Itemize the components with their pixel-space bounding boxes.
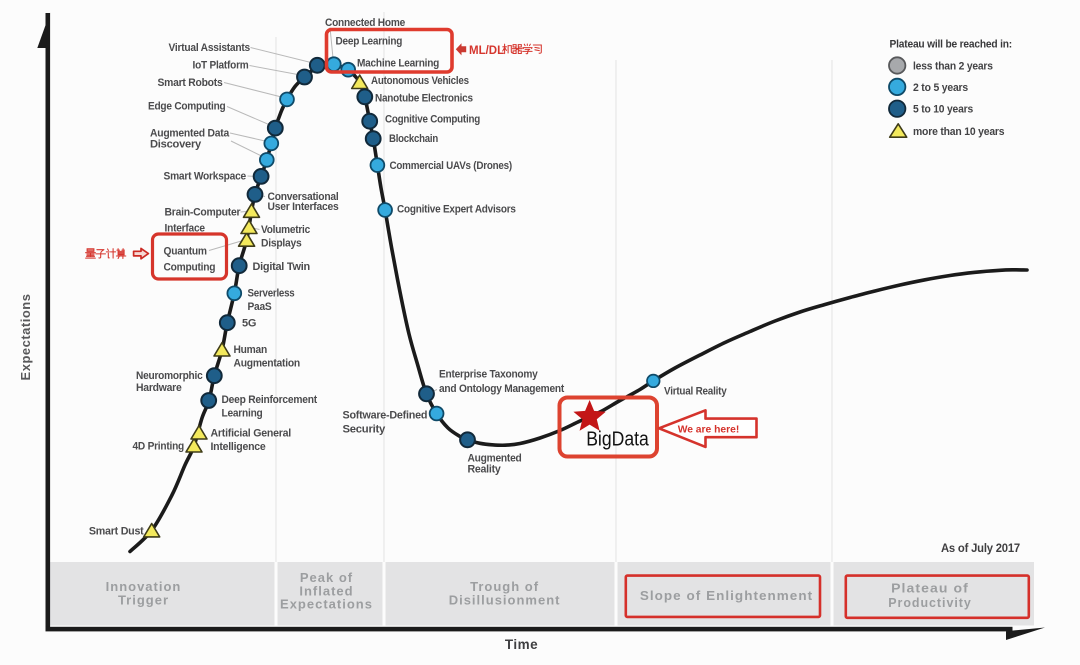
svg-text:5G: 5G [242, 318, 256, 330]
svg-text:Virtual Assistants: Virtual Assistants [169, 42, 251, 54]
svg-text:Artificial General: Artificial General [211, 428, 292, 440]
svg-text:Enterprise Taxonomy: Enterprise Taxonomy [439, 369, 539, 381]
svg-text:Computing: Computing [164, 262, 216, 274]
svg-text:Virtual Reality: Virtual Reality [664, 386, 728, 398]
svg-text:Autonomous Vehicles: Autonomous Vehicles [371, 75, 469, 87]
svg-text:Human: Human [234, 344, 268, 356]
svg-text:Intelligence: Intelligence [211, 441, 266, 453]
svg-text:Security: Security [343, 424, 387, 436]
svg-text:Trigger: Trigger [118, 593, 169, 608]
svg-text:Cognitive Computing: Cognitive Computing [385, 114, 480, 126]
svg-text:We are here!: We are here! [678, 424, 740, 435]
svg-text:Slope of Enlightenment: Slope of Enlightenment [640, 588, 813, 603]
svg-text:Expectations: Expectations [280, 597, 373, 612]
svg-text:Deep Learning: Deep Learning [336, 36, 403, 48]
svg-text:Reality: Reality [468, 464, 502, 476]
svg-text:Cognitive Expert Advisors: Cognitive Expert Advisors [397, 204, 516, 216]
svg-text:PaaS: PaaS [248, 301, 272, 313]
svg-text:Disillusionment: Disillusionment [449, 593, 561, 608]
svg-text:Smart Workspace: Smart Workspace [164, 171, 247, 183]
svg-text:Blockchain: Blockchain [389, 133, 438, 145]
svg-text:Software-Defined: Software-Defined [343, 410, 428, 422]
svg-text:Nanotube Electronics: Nanotube Electronics [375, 92, 473, 104]
svg-text:Productivity: Productivity [888, 595, 972, 610]
svg-text:ML/DL: ML/DL [469, 45, 504, 57]
svg-text:Deep Reinforcement: Deep Reinforcement [222, 394, 318, 406]
svg-text:Augmentation: Augmentation [234, 358, 301, 370]
svg-text:4D Printing: 4D Printing [133, 441, 185, 453]
svg-text:Edge Computing: Edge Computing [148, 101, 226, 113]
svg-text:more than 10 years: more than 10 years [913, 126, 1004, 138]
svg-text:Digital Twin: Digital Twin [253, 261, 311, 273]
svg-text:Time: Time [505, 637, 538, 652]
svg-text:Expectations: Expectations [18, 294, 33, 381]
svg-text:User Interfaces: User Interfaces [268, 201, 339, 213]
svg-text:Smart Robots: Smart Robots [158, 77, 223, 89]
svg-text:Machine Learning: Machine Learning [357, 58, 439, 70]
svg-text:Commercial UAVs (Drones): Commercial UAVs (Drones) [390, 160, 513, 172]
svg-text:less than 2 years: less than 2 years [913, 60, 993, 72]
svg-text:and Ontology Management: and Ontology Management [439, 383, 565, 395]
svg-text:Connected Home: Connected Home [325, 17, 405, 29]
svg-text:Quantum: Quantum [164, 246, 208, 258]
svg-text:Discovery: Discovery [150, 139, 202, 151]
svg-text:Hardware: Hardware [136, 382, 182, 394]
svg-text:As of July 2017: As of July 2017 [941, 543, 1020, 555]
svg-text:Serverless: Serverless [248, 288, 295, 300]
svg-text:BigData: BigData [586, 428, 649, 450]
svg-text:IoT Platform: IoT Platform [193, 60, 249, 72]
svg-text:Volumetric: Volumetric [261, 224, 310, 236]
svg-text:Neuromorphic: Neuromorphic [136, 370, 203, 382]
svg-text:Brain-Computer: Brain-Computer [165, 207, 242, 219]
svg-text:Learning: Learning [222, 408, 263, 420]
svg-text:Plateau will be reached in:: Plateau will be reached in: [890, 38, 1013, 50]
svg-text:2 to 5 years: 2 to 5 years [913, 82, 968, 94]
svg-text:5 to 10 years: 5 to 10 years [913, 104, 973, 116]
svg-text:Displays: Displays [261, 238, 302, 250]
svg-text:Plateau of: Plateau of [891, 580, 969, 595]
svg-text:Smart Dust: Smart Dust [89, 526, 144, 538]
